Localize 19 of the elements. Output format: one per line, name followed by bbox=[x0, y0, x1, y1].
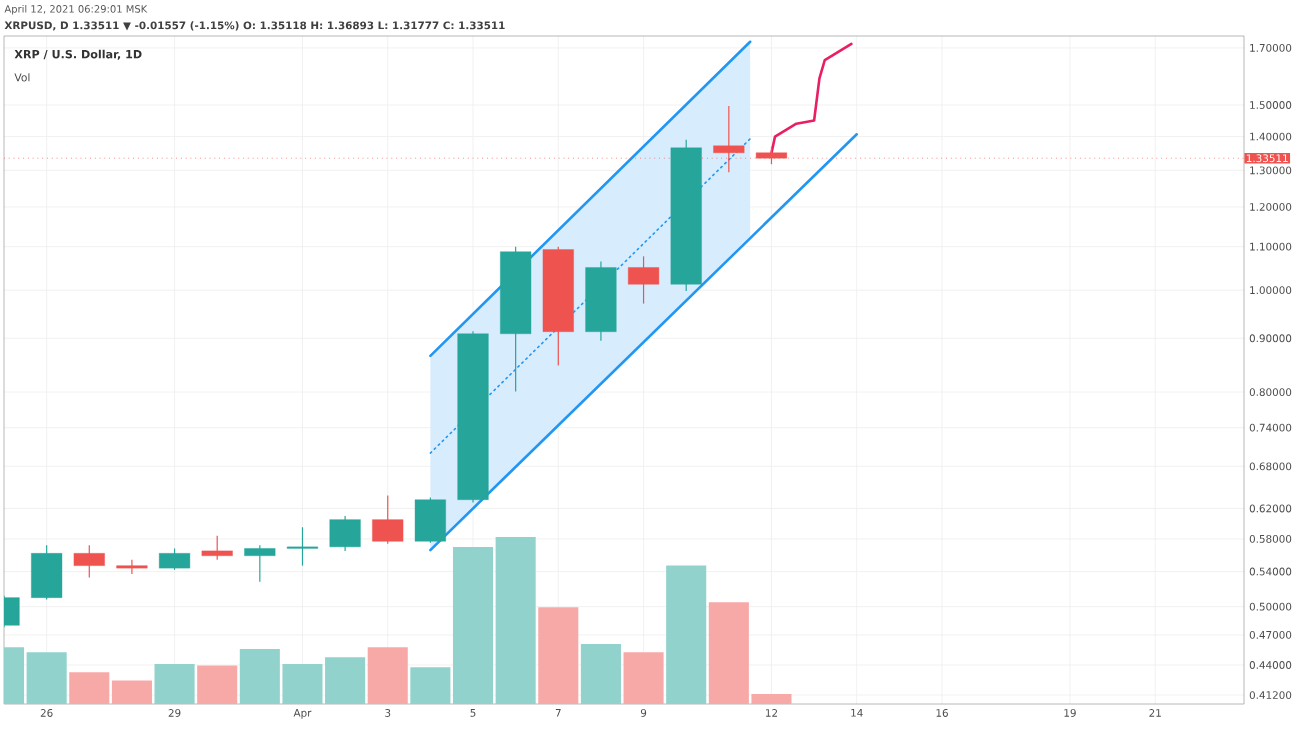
bar bbox=[580, 643, 621, 704]
bar bbox=[154, 663, 195, 704]
candlestick bbox=[628, 255, 660, 305]
candlestick bbox=[73, 544, 105, 579]
bar bbox=[367, 647, 408, 704]
bar bbox=[623, 652, 664, 704]
bar bbox=[538, 607, 579, 704]
candlestick bbox=[201, 535, 233, 561]
candlestick bbox=[713, 105, 745, 173]
candlestick bbox=[244, 544, 276, 583]
candlestick bbox=[159, 547, 191, 571]
candlestick bbox=[116, 559, 148, 575]
candlestick bbox=[329, 515, 361, 552]
candlestick bbox=[31, 544, 63, 601]
candlestick bbox=[372, 494, 404, 545]
candlestick bbox=[286, 526, 319, 567]
candlestick bbox=[414, 496, 446, 544]
bar bbox=[197, 665, 238, 704]
bar bbox=[666, 565, 707, 704]
